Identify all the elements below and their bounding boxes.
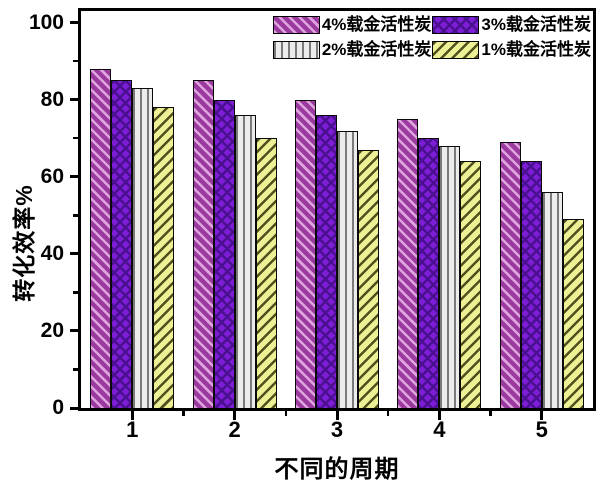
legend-label: 1%载金活性炭 — [481, 40, 591, 59]
plot-area: 4%载金活性炭 3%载金活性炭 2%载金活性炭 1%载金活性炭 — [78, 8, 596, 411]
legend-swatch-icon — [272, 41, 320, 59]
legend-swatch-icon — [432, 41, 480, 59]
bar — [192, 80, 214, 408]
x-tick — [130, 411, 134, 420]
y-tick-label: 80 — [40, 87, 64, 111]
x-minor-tick — [489, 411, 492, 416]
legend-label: 4%载金活性炭 — [321, 15, 432, 34]
y-tick-label: 60 — [40, 164, 64, 188]
bar — [562, 219, 584, 408]
y-minor-tick — [73, 136, 78, 140]
bar — [358, 149, 379, 408]
legend-item: 4%载金活性炭 — [272, 14, 432, 36]
bar — [316, 115, 337, 408]
bar — [255, 138, 277, 408]
bar — [234, 115, 256, 408]
legend-item: 3%载金活性炭 — [432, 14, 591, 36]
y-tick — [70, 175, 78, 179]
bar — [397, 118, 419, 408]
legend-label: 2%载金活性炭 — [321, 40, 432, 59]
bar — [90, 68, 112, 408]
legend-item: 2%载金活性炭 — [272, 39, 432, 61]
bar — [132, 88, 154, 408]
y-tick — [70, 329, 78, 333]
y-tick — [70, 98, 78, 102]
x-tick — [437, 411, 441, 420]
legend-label: 3%载金活性炭 — [481, 15, 591, 34]
x-minor-tick — [182, 411, 185, 416]
x-axis-title: 不同的周期 — [274, 456, 400, 483]
y-tick-label: 100 — [28, 10, 64, 34]
bar — [295, 99, 316, 408]
bar — [439, 145, 461, 408]
y-minor-tick — [73, 368, 78, 371]
bar — [213, 99, 235, 408]
y-tick — [70, 406, 78, 410]
y-tick-label: 40 — [40, 241, 64, 265]
y-minor-tick — [73, 291, 78, 294]
x-tick — [335, 411, 339, 420]
legend-item: 1%载金活性炭 — [432, 39, 591, 61]
bar — [418, 138, 440, 408]
x-tick-label: 2 — [228, 417, 241, 442]
bar — [153, 107, 175, 408]
legend-swatch-icon — [432, 16, 480, 34]
x-tick-label: 5 — [535, 417, 548, 442]
y-tick — [70, 252, 78, 256]
y-tick-label: 0 — [52, 396, 64, 419]
x-tick-label: 3 — [330, 417, 344, 442]
x-tick-label: 4 — [433, 417, 446, 442]
bar — [111, 80, 133, 408]
y-minor-tick — [73, 59, 78, 63]
x-tick — [233, 411, 237, 420]
y-minor-tick — [73, 214, 78, 217]
x-tick — [540, 411, 544, 420]
legend: 4%载金活性炭 3%载金活性炭 2%载金活性炭 1%载金活性炭 — [272, 14, 591, 61]
y-tick — [70, 21, 78, 25]
x-minor-tick — [386, 411, 390, 416]
x-tick-label: 1 — [126, 417, 139, 442]
x-minor-tick — [284, 411, 288, 416]
legend-swatch-icon — [272, 16, 320, 34]
y-tick-label: 20 — [40, 318, 64, 342]
bar — [499, 142, 521, 408]
bar — [541, 192, 563, 408]
bar — [337, 130, 358, 408]
bar — [520, 161, 542, 408]
bar — [460, 161, 482, 408]
